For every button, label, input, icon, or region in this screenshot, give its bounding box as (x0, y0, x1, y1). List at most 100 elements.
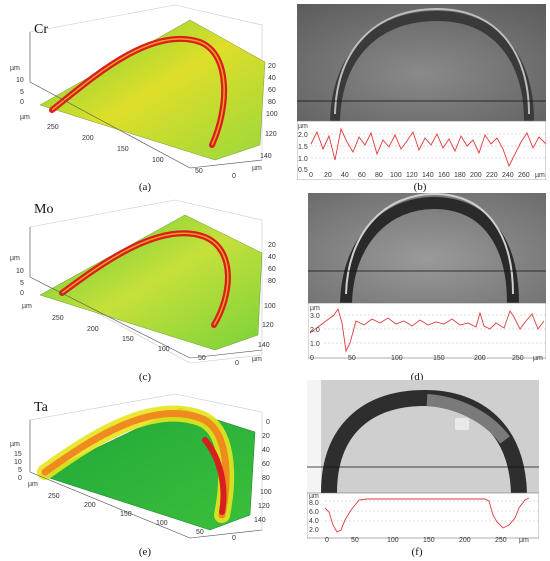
caption-f: (f) (411, 546, 423, 558)
profile-y-tick: 6.0 (309, 509, 319, 516)
x-tick: 250 (52, 315, 64, 322)
panel-b-image: µm 2.0 1.5 1.0 0.5 (296, 4, 547, 181)
ring-worn-section (426, 394, 510, 444)
y-tick: 140 (260, 153, 272, 160)
x-tick: 150 (122, 336, 134, 343)
micrograph-edge (307, 380, 321, 493)
x-tick: 250 (512, 355, 524, 362)
x-tick: 0 (325, 537, 329, 544)
profile-frame (307, 302, 547, 359)
profile-b-x-axis: 0 20 40 60 80 100 120 140 160 180 200 22… (309, 172, 546, 182)
ring-highlight (345, 192, 514, 295)
x-tick: 250 (495, 537, 507, 544)
x-tick: 0 (232, 173, 236, 180)
surface (39, 19, 266, 161)
x-unit: µm (519, 537, 529, 544)
x-tick: 50 (196, 529, 204, 536)
panel-c-surface-plot: µm 10 5 0 µm 250 200 150 100 50 0 20 40 … (10, 199, 276, 367)
panel-b-micrograph: µm 2.0 1.5 1.0 0.5 0 20 40 60 80 100 120… (296, 4, 547, 182)
panel-a-3d-surface: µm 10 5 0 µm 250 200 150 100 50 0 20 40 … (0, 0, 285, 180)
x-tick: 0 (235, 360, 239, 367)
caption-b: (b) (413, 181, 427, 193)
x-tick: 200 (84, 502, 96, 509)
x-unit: µm (533, 355, 543, 362)
y-axis-line (189, 159, 263, 169)
y-tick: 60 (268, 87, 276, 94)
y-tick: 120 (265, 131, 277, 138)
x-unit: µm (20, 114, 30, 121)
y-tick: 80 (262, 475, 270, 482)
z-tick: 10 (14, 459, 22, 466)
profile-y-tick: 2.0 (298, 132, 308, 139)
y-unit: µm (252, 165, 262, 172)
x-tick: 150 (120, 511, 132, 518)
profile-y-tick: 2.0 (309, 527, 319, 534)
profile-d-x-axis: 0 50 100 150 200 250 µm (308, 355, 546, 365)
profile-y-tick: 0.5 (298, 167, 308, 174)
z-tick: 0 (20, 99, 24, 106)
y-tick: 120 (262, 322, 274, 329)
panel-c-3d-surface: µm 10 5 0 µm 250 200 150 100 50 0 20 40 … (0, 195, 285, 370)
profile-y-unit: µm (298, 123, 308, 130)
x-tick: 120 (406, 172, 418, 179)
z-tick: 10 (16, 77, 24, 84)
x-tick: 50 (195, 168, 203, 175)
y-tick: 20 (268, 242, 276, 249)
x-tick: 80 (375, 172, 383, 179)
caption-e: (e) (138, 546, 152, 558)
x-tick: 200 (87, 326, 99, 333)
x-tick: 50 (348, 355, 356, 362)
y-axis-line (189, 529, 263, 539)
x-unit: µm (22, 303, 32, 310)
ring-groove-edge (51, 38, 225, 146)
y-tick: 100 (260, 489, 272, 496)
y-tick: 20 (268, 63, 276, 70)
panel-e-surface-plot: µm 15 10 5 0 µm 250 200 150 100 50 0 0 2… (10, 393, 272, 542)
x-tick: 0 (310, 355, 314, 362)
ring-trace (321, 389, 527, 494)
x-tick: 200 (474, 355, 486, 362)
y-tick: 80 (268, 278, 276, 285)
z-tick: 0 (18, 475, 22, 482)
element-label: Mo (34, 202, 54, 217)
x-tick: 100 (158, 346, 170, 353)
element-label: Ta (34, 400, 48, 415)
z-tick: 5 (18, 467, 22, 474)
x-tick: 100 (390, 172, 402, 179)
y-tick: 0 (266, 419, 270, 426)
panel-a-surface-plot: µm 10 5 0 µm 250 200 150 100 50 0 20 40 … (10, 4, 278, 180)
x-axis-line (29, 471, 191, 539)
x-axis-line (29, 81, 191, 169)
profile-y-tick: 8.0 (309, 500, 319, 507)
profile-y-tick: 3.0 (310, 313, 320, 320)
debris-particle (455, 418, 469, 430)
y-axis-line (189, 349, 263, 359)
x-tick: 200 (459, 537, 471, 544)
profile-frame (306, 492, 540, 539)
x-tick: 150 (423, 537, 435, 544)
y-tick: 40 (268, 254, 276, 261)
panel-f-image: µm 8.0 6.0 4.0 2.0 (306, 380, 540, 539)
x-tick: 150 (117, 146, 129, 153)
z-tick: 10 (16, 268, 24, 275)
y-tick: 120 (258, 503, 270, 510)
x-tick: 250 (47, 124, 59, 131)
y-tick: 60 (262, 461, 270, 468)
x-tick: 200 (82, 135, 94, 142)
z-tick: 15 (14, 451, 22, 458)
y-tick: 40 (262, 447, 270, 454)
ring-trace (340, 196, 519, 304)
y-tick: 80 (268, 99, 276, 106)
x-tick: 200 (470, 172, 482, 179)
z-unit: µm (10, 255, 20, 262)
y-tick: 140 (258, 342, 270, 349)
x-tick: 100 (387, 537, 399, 544)
panel-d-image: µm 3.0 2.0 1.0 (307, 192, 547, 359)
height-profile (310, 127, 547, 168)
profile-f-x-axis: 0 50 100 150 200 250 µm (307, 537, 539, 547)
surface (39, 214, 263, 351)
z-unit: µm (10, 65, 20, 72)
z-tick: 5 (20, 89, 24, 96)
x-unit: µm (28, 481, 38, 488)
x-unit: µm (535, 172, 545, 179)
